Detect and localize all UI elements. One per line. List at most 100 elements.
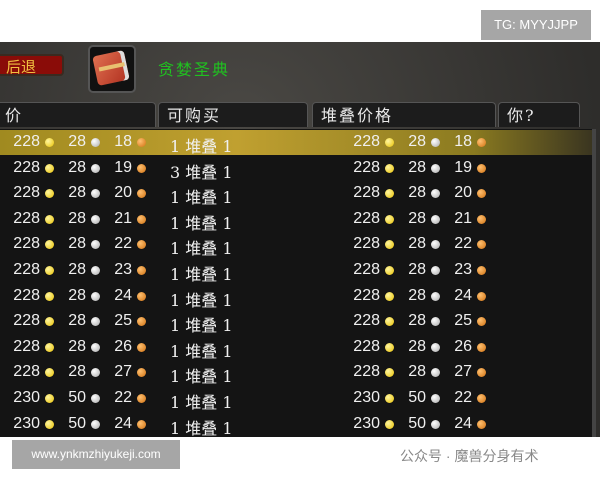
copper-amount: 21 [114, 209, 132, 227]
copper-coin-icon [477, 214, 486, 224]
gold-amount: 228 [13, 133, 40, 150]
auction-row[interactable]: 228 28 23 1 堆叠 1 228 28 23 [0, 258, 592, 284]
gold-coin-icon [45, 368, 54, 378]
silver-coin-icon [91, 266, 100, 275]
gold-amount: 228 [13, 337, 40, 355]
silver-amount: 28 [68, 286, 86, 304]
silver-coin-icon [431, 163, 440, 173]
silver-coin-icon [431, 419, 440, 429]
copper-amount: 24 [114, 286, 132, 304]
copper-amount: 20 [114, 184, 132, 202]
copper-coin-icon [137, 342, 146, 352]
column-header-available[interactable]: 可购买 [158, 102, 308, 127]
silver-amount: 28 [408, 209, 426, 227]
gold-coin-icon [45, 138, 54, 147]
gold-amount: 228 [353, 184, 380, 202]
copper-amount: 24 [114, 414, 132, 432]
copper-amount: 19 [114, 158, 132, 176]
silver-amount: 28 [68, 184, 86, 202]
stack-count: 1 堆叠 1 [170, 188, 233, 208]
gold-coin-icon [385, 214, 394, 224]
auction-panel: 后退 贪婪圣典 价 可购买 堆叠价格 你? 228 28 18 1 堆叠 1 228 28… [0, 42, 600, 438]
silver-coin-icon [431, 138, 440, 147]
stack-count: 3 堆叠 1 [170, 162, 233, 182]
red-book-icon[interactable] [88, 45, 136, 93]
column-header-stack-price[interactable]: 堆叠价格 [312, 102, 496, 127]
copper-coin-icon [477, 317, 486, 327]
gold-coin-icon [45, 291, 54, 301]
gold-coin-icon [45, 342, 54, 352]
silver-coin-icon [91, 189, 100, 199]
gold-coin-icon [385, 394, 394, 403]
silver-coin-icon [91, 419, 100, 429]
auction-row[interactable]: 230 50 22 1 堆叠 1 230 50 22 [0, 386, 592, 412]
auction-row[interactable]: 230 50 24 1 堆叠 1 230 50 24 [0, 412, 592, 438]
gold-amount: 228 [353, 337, 380, 355]
stack-count: 1 堆叠 1 [170, 213, 233, 233]
auction-list: 228 28 18 1 堆叠 1 228 28 18 228 28 19 3 堆叠 1 228 28 19… [0, 129, 596, 438]
silver-coin-icon [431, 266, 440, 275]
copper-coin-icon [137, 368, 146, 378]
gold-amount: 228 [353, 286, 380, 304]
gold-coin-icon [385, 317, 394, 327]
item-name: 贪婪圣典 [158, 60, 231, 79]
gold-amount: 228 [13, 363, 40, 381]
gold-coin-icon [385, 342, 394, 352]
column-header-you[interactable]: 你? [498, 102, 580, 127]
column-header-price[interactable]: 价 [0, 102, 156, 127]
silver-amount: 50 [68, 389, 86, 406]
gold-coin-icon [385, 189, 394, 199]
stack-count: 1 堆叠 1 [170, 367, 233, 387]
gold-amount: 228 [353, 133, 380, 150]
silver-coin-icon [91, 291, 100, 301]
auction-row[interactable]: 228 28 27 1 堆叠 1 228 28 27 [0, 360, 592, 387]
auction-row[interactable]: 228 28 20 1 堆叠 1 228 28 20 [0, 181, 592, 208]
auction-row[interactable]: 228 28 24 1 堆叠 1 228 28 24 [0, 284, 592, 310]
copper-coin-icon [137, 419, 146, 429]
copper-amount: 25 [454, 312, 472, 330]
gold-coin-icon [45, 163, 54, 173]
copper-amount: 24 [454, 286, 472, 304]
copper-coin-icon [477, 368, 486, 378]
silver-coin-icon [431, 291, 440, 301]
copper-amount: 27 [114, 363, 132, 381]
silver-coin-icon [431, 189, 440, 199]
gold-amount: 228 [353, 235, 380, 253]
silver-coin-icon [431, 214, 440, 224]
auction-row[interactable]: 228 28 18 1 堆叠 1 228 28 18 [0, 130, 592, 156]
silver-coin-icon [431, 240, 440, 250]
silver-amount: 28 [68, 363, 86, 381]
copper-coin-icon [137, 163, 146, 173]
copper-amount: 26 [114, 337, 132, 355]
gold-amount: 228 [353, 363, 380, 381]
copper-amount: 23 [114, 261, 132, 278]
silver-coin-icon [91, 317, 100, 327]
silver-amount: 50 [408, 389, 426, 406]
copper-amount: 20 [454, 184, 472, 202]
silver-coin-icon [91, 394, 100, 403]
silver-amount: 28 [68, 209, 86, 227]
back-button[interactable]: 后退 [0, 54, 64, 76]
silver-amount: 28 [408, 158, 426, 176]
auction-row[interactable]: 228 28 19 3 堆叠 1 228 28 19 [0, 156, 592, 182]
silver-amount: 28 [408, 261, 426, 278]
auction-row[interactable]: 228 28 21 1 堆叠 1 228 28 21 [0, 207, 592, 233]
silver-amount: 28 [408, 235, 426, 253]
auction-row[interactable]: 228 28 26 1 堆叠 1 228 28 26 [0, 335, 592, 361]
silver-amount: 28 [68, 261, 86, 278]
auction-row[interactable]: 228 28 25 1 堆叠 1 228 28 25 [0, 309, 592, 335]
gold-coin-icon [385, 419, 394, 429]
silver-coin-icon [431, 394, 440, 403]
wechat-watermark: 公众号 · 魔兽分身有术 [400, 448, 539, 464]
copper-amount: 18 [114, 133, 132, 150]
stack-count: 1 堆叠 1 [170, 290, 233, 310]
copper-coin-icon [477, 266, 486, 275]
gold-coin-icon [45, 240, 54, 250]
copper-coin-icon [477, 291, 486, 301]
silver-amount: 28 [408, 363, 426, 381]
copper-amount: 24 [454, 414, 472, 432]
auction-row[interactable]: 228 28 22 1 堆叠 1 228 28 22 [0, 232, 592, 258]
gold-coin-icon [45, 419, 54, 429]
copper-coin-icon [137, 214, 146, 224]
silver-amount: 28 [408, 286, 426, 304]
